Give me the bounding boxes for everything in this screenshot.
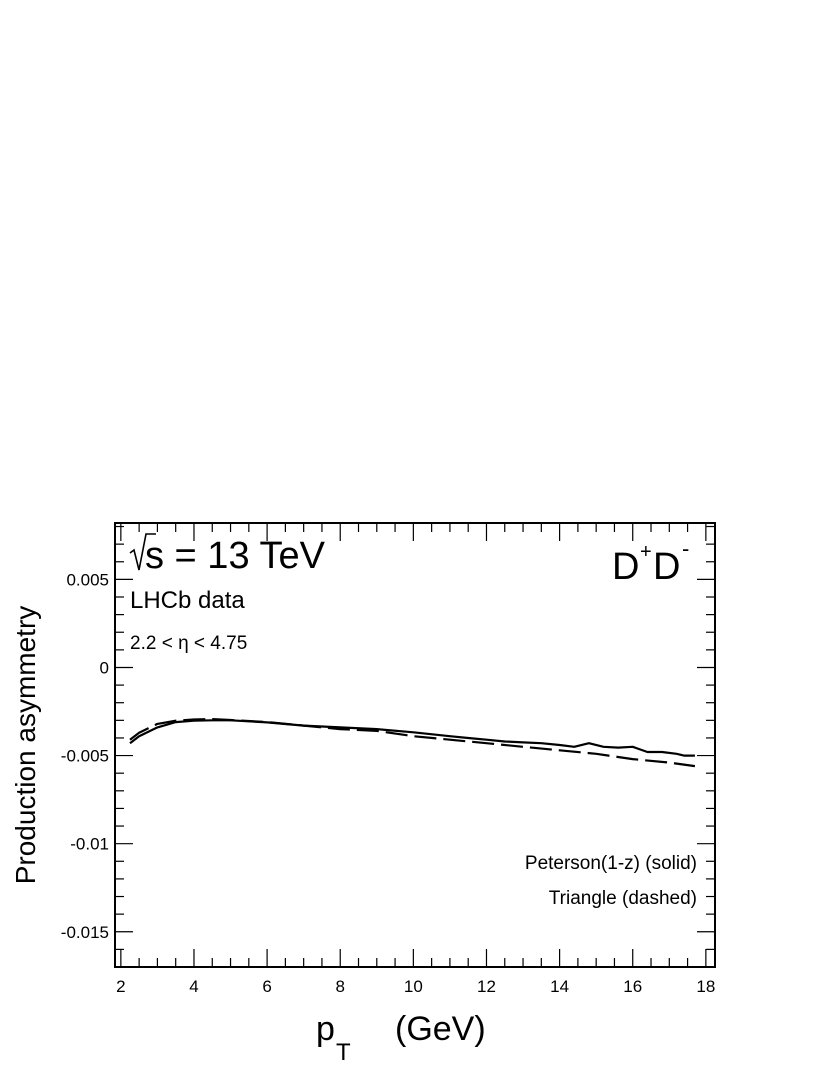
curves [129, 718, 696, 768]
x-tick-label: 14 [550, 977, 569, 996]
experiment-label: LHCb data [130, 587, 245, 614]
y-tick-labels: 0.005 0 -0.005 -0.01 -0.015 [61, 570, 109, 941]
plot-frame [114, 522, 716, 968]
y-tick-label: -0.005 [61, 747, 109, 766]
y-axis-title: Production asymmetry [10, 606, 41, 885]
x-tick-label: 2 [116, 977, 125, 996]
x-axis-title-sub: T [336, 1039, 351, 1066]
peterson-curve [129, 719, 695, 757]
particle-label: D + D - [612, 536, 689, 588]
legend-dashed: Triangle (dashed) [549, 888, 697, 909]
x-tick-label: 8 [335, 977, 344, 996]
x-axis-title-p: p [316, 1010, 335, 1048]
x-tick-label: 18 [696, 977, 715, 996]
eta-range-label: 2.2 < η < 4.75 [130, 633, 247, 654]
x-axis-title-unit: (GeV) [395, 1010, 486, 1048]
x-tick-label: 4 [189, 977, 198, 996]
particle-d2: D [653, 546, 680, 588]
triangle-curve [129, 718, 696, 768]
sqrt-icon [129, 533, 156, 571]
particle-d1: D [612, 546, 639, 588]
energy-label: s = 13 TeV [129, 533, 326, 577]
particle-minus: - [682, 536, 689, 561]
x-tick-labels: 2 4 6 8 10 12 14 16 18 [116, 977, 715, 996]
energy-text: s = 13 TeV [145, 535, 326, 577]
x-tick-label: 6 [262, 977, 271, 996]
x-tick-label: 16 [623, 977, 642, 996]
axis-ticks [115, 523, 715, 968]
x-tick-label: 10 [404, 977, 423, 996]
legend-solid: Peterson(1-z) (solid) [525, 853, 697, 874]
particle-plus: + [640, 541, 652, 563]
x-axis-title: p T (GeV) [316, 1010, 486, 1066]
x-tick-label: 12 [477, 977, 496, 996]
y-tick-label: -0.015 [61, 923, 109, 942]
y-tick-label: 0.005 [66, 570, 109, 589]
y-tick-label: 0 [100, 658, 109, 677]
y-tick-label: -0.01 [70, 835, 109, 854]
